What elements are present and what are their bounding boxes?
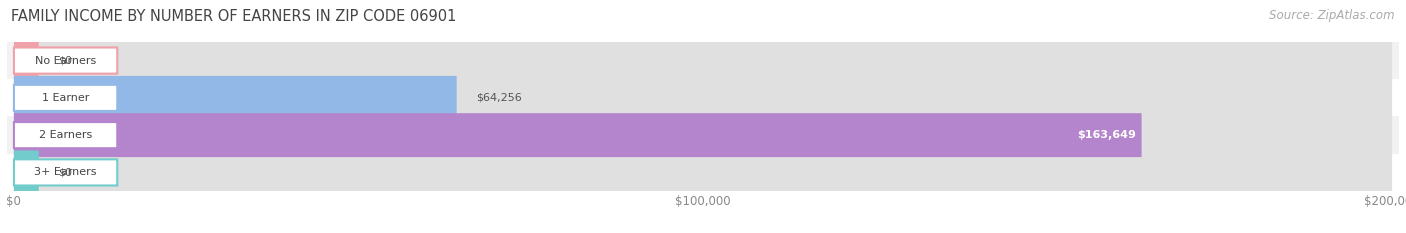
Text: 1 Earner: 1 Earner — [42, 93, 90, 103]
FancyBboxPatch shape — [14, 151, 39, 194]
FancyBboxPatch shape — [14, 151, 1392, 194]
Text: $163,649: $163,649 — [1077, 130, 1136, 140]
Text: Source: ZipAtlas.com: Source: ZipAtlas.com — [1270, 9, 1395, 22]
Text: 3+ Earners: 3+ Earners — [34, 168, 97, 177]
FancyBboxPatch shape — [14, 122, 117, 148]
Text: FAMILY INCOME BY NUMBER OF EARNERS IN ZIP CODE 06901: FAMILY INCOME BY NUMBER OF EARNERS IN ZI… — [11, 9, 457, 24]
Text: $64,256: $64,256 — [477, 93, 522, 103]
FancyBboxPatch shape — [14, 113, 1142, 157]
FancyBboxPatch shape — [14, 85, 117, 111]
Text: No Earners: No Earners — [35, 56, 96, 65]
FancyBboxPatch shape — [14, 159, 117, 185]
FancyBboxPatch shape — [14, 39, 1392, 82]
Bar — [7, 116, 1399, 154]
FancyBboxPatch shape — [14, 113, 1392, 157]
FancyBboxPatch shape — [14, 48, 117, 74]
Bar — [7, 79, 1399, 116]
Bar — [7, 154, 1399, 191]
Text: 2 Earners: 2 Earners — [39, 130, 93, 140]
FancyBboxPatch shape — [14, 76, 457, 120]
FancyBboxPatch shape — [14, 39, 39, 82]
FancyBboxPatch shape — [14, 76, 1392, 120]
Text: $0: $0 — [58, 56, 72, 65]
Text: $0: $0 — [58, 168, 72, 177]
Bar — [7, 42, 1399, 79]
